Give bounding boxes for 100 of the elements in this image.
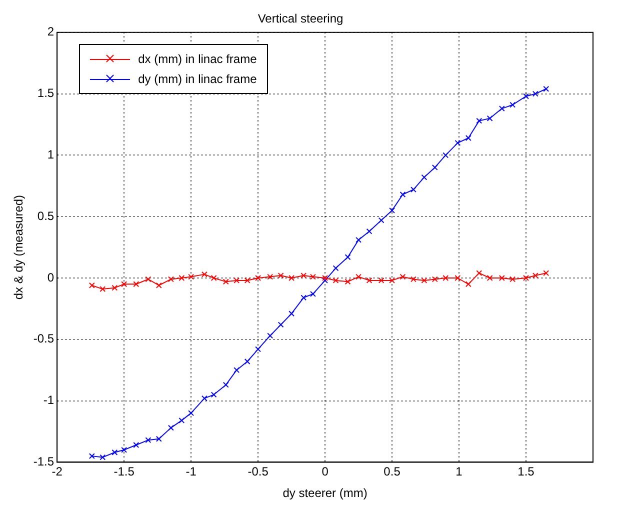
point	[366, 228, 372, 234]
legend-label: dy (mm) in linac frame	[138, 71, 257, 88]
point	[344, 254, 351, 260]
x-tick-label: -1.5	[114, 464, 135, 479]
x-axis-title: dy steerer (mm)	[282, 486, 368, 500]
point	[510, 276, 516, 282]
point	[244, 358, 250, 364]
point	[267, 274, 274, 280]
point	[121, 446, 128, 453]
point	[156, 436, 162, 442]
y-tick-label: 0.5	[37, 208, 54, 223]
y-tick-label: -1	[43, 393, 54, 408]
point	[523, 275, 529, 281]
point	[421, 277, 428, 284]
point	[88, 453, 95, 460]
point	[432, 276, 438, 282]
point	[476, 118, 482, 124]
y-tick-label: 1	[47, 148, 54, 162]
point	[100, 454, 106, 460]
point	[378, 217, 384, 224]
point	[244, 277, 250, 284]
point	[168, 424, 174, 431]
point	[332, 265, 339, 272]
point	[510, 102, 516, 108]
point	[255, 275, 262, 281]
point	[523, 93, 529, 100]
x-tick-label: 1	[456, 464, 463, 479]
y-axis-title: dx & dy (measured)	[12, 194, 26, 300]
point	[278, 322, 284, 328]
point	[476, 270, 482, 276]
y-tick-label: 0	[47, 270, 54, 284]
x-tick-label: -1	[186, 464, 197, 479]
point	[112, 449, 118, 456]
point	[100, 286, 106, 292]
point	[188, 274, 194, 280]
point	[112, 284, 118, 291]
point	[288, 310, 295, 317]
point	[465, 135, 472, 141]
point	[432, 164, 438, 170]
point	[532, 272, 538, 279]
point	[442, 152, 449, 158]
y-tick-label: 2	[47, 24, 54, 39]
y-tick-label: -1.5	[33, 454, 54, 469]
point	[356, 236, 362, 243]
point	[389, 207, 396, 214]
point	[344, 278, 351, 285]
point	[310, 274, 316, 280]
point	[145, 276, 152, 282]
point	[156, 282, 162, 288]
point	[410, 276, 416, 282]
point	[442, 275, 449, 281]
x-tick-label: 0	[322, 464, 329, 479]
point	[322, 275, 328, 281]
point	[322, 277, 328, 284]
point	[543, 270, 550, 276]
point	[465, 281, 472, 288]
point	[234, 367, 240, 374]
y-tick-label: -0.5	[33, 332, 54, 346]
x-tick-label: -0.5	[248, 464, 269, 479]
point	[310, 290, 316, 297]
point	[410, 186, 416, 193]
point	[454, 275, 461, 281]
point	[201, 271, 208, 278]
point	[454, 140, 461, 146]
point	[389, 277, 396, 284]
point	[234, 277, 240, 284]
point	[300, 294, 307, 301]
point	[278, 272, 284, 279]
point	[178, 275, 185, 281]
point	[498, 275, 505, 281]
point	[210, 275, 217, 281]
point	[133, 281, 140, 288]
point	[543, 86, 550, 92]
point	[255, 346, 262, 352]
chart-title: Vertical steering	[258, 12, 344, 26]
point	[145, 437, 152, 444]
point	[421, 174, 428, 180]
point	[168, 276, 174, 282]
point	[486, 115, 493, 122]
point	[400, 274, 406, 280]
point	[201, 395, 208, 402]
point	[133, 442, 140, 448]
point	[222, 382, 229, 388]
point	[188, 410, 194, 416]
point	[210, 392, 217, 398]
point	[300, 272, 307, 279]
y-tick-label: 1.5	[37, 86, 54, 100]
point	[498, 106, 505, 112]
point	[356, 274, 362, 280]
point	[267, 332, 274, 339]
x-tick-label: 1.5	[518, 464, 535, 479]
x-tick-label: 0.5	[384, 464, 401, 479]
point	[222, 278, 229, 285]
legend-label: dx (mm) in linac frame	[138, 51, 257, 68]
point	[88, 282, 95, 288]
point	[378, 277, 384, 284]
point	[400, 192, 406, 198]
point	[332, 277, 339, 284]
x-tick-label: -2	[52, 464, 63, 479]
point	[288, 275, 295, 281]
